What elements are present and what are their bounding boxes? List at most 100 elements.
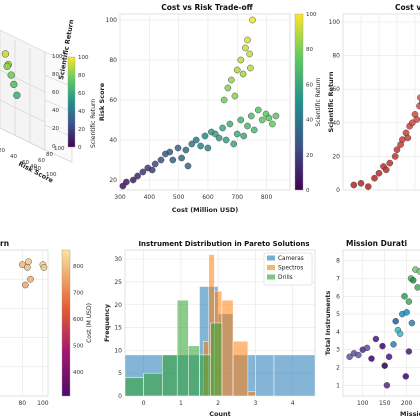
data-point bbox=[242, 44, 249, 52]
data-point bbox=[7, 71, 15, 79]
z-tick-label: 0 bbox=[52, 144, 56, 150]
data-point bbox=[368, 355, 375, 362]
colorbar-ticks: 0 20 40 60 80 100 bbox=[306, 12, 317, 194]
y-tick-label: 10 bbox=[114, 347, 122, 354]
data-point bbox=[408, 319, 416, 327]
y-tick-label: 60 bbox=[109, 97, 117, 104]
data-point bbox=[184, 162, 192, 170]
chart-title: Cost vs Risk Trade-off bbox=[161, 3, 253, 12]
data-point bbox=[269, 120, 276, 128]
colorbar-label: Cost (M USD) bbox=[86, 303, 93, 343]
data-point bbox=[249, 16, 256, 24]
data-point bbox=[201, 132, 209, 140]
data-point bbox=[375, 169, 383, 177]
legend-swatch-spectros bbox=[267, 265, 275, 270]
z-axis-ticks: 0 20 40 60 80 100 bbox=[52, 54, 63, 150]
x-tick-label: 4 bbox=[291, 400, 295, 407]
x-tick-label: 500 bbox=[173, 194, 185, 201]
plot-area bbox=[119, 13, 291, 191]
colorbar-tick-label: 600 bbox=[73, 317, 84, 323]
data-point bbox=[231, 92, 239, 100]
grid-lines bbox=[0, 250, 48, 396]
data-point bbox=[148, 166, 156, 174]
x-tick-label: 100 bbox=[357, 400, 369, 407]
y-axis-ticks: 0 5 10 15 20 25 30 bbox=[114, 256, 122, 400]
y-tick-label: 80 bbox=[332, 53, 340, 60]
histogram-bar-drills bbox=[162, 354, 178, 397]
y-tick-label: 100 bbox=[54, 146, 65, 152]
data-point bbox=[390, 341, 397, 348]
data-point bbox=[224, 84, 232, 92]
data-point bbox=[27, 275, 34, 283]
data-point bbox=[3, 62, 11, 71]
data-point bbox=[247, 64, 254, 72]
data-point bbox=[385, 353, 393, 361]
data-point bbox=[197, 142, 204, 150]
x-axis-label: Cost (Million USD) bbox=[172, 206, 239, 214]
data-point bbox=[204, 144, 212, 152]
colorbar-tick-label: 20 bbox=[78, 127, 85, 133]
z-tick-label: 80 bbox=[52, 72, 59, 78]
y-tick-label: 4 bbox=[336, 329, 340, 336]
data-point bbox=[157, 156, 165, 164]
histogram-bars bbox=[124, 254, 316, 397]
x-axis-label: Missio bbox=[400, 410, 420, 418]
chart-title-partial: Cost vs bbox=[395, 3, 420, 12]
colorbar-tick-label: 0 bbox=[78, 145, 82, 151]
panel-mission-duration: Mission Durati 100 150 200 1 2 3 4 5 6 7 8 Missio… bbox=[324, 239, 420, 418]
data-point bbox=[392, 317, 399, 325]
legend-label: Drills bbox=[278, 275, 293, 281]
data-point bbox=[357, 179, 365, 187]
data-point bbox=[24, 264, 31, 271]
colorbar-tick-label: 60 bbox=[306, 82, 313, 88]
colorbar-tick-label: 80 bbox=[306, 47, 313, 53]
y-tick-label: 8 bbox=[336, 258, 340, 265]
y-tick-label: 60 bbox=[332, 86, 340, 93]
colorbar-scientific-return bbox=[294, 13, 304, 191]
x-tick-label: 150 bbox=[379, 400, 391, 407]
colorbar-tick-label: 400 bbox=[73, 370, 84, 376]
data-point bbox=[391, 153, 399, 160]
y-tick-label: 30 bbox=[114, 256, 122, 263]
y-tick-label: 80 bbox=[109, 57, 117, 64]
data-point bbox=[405, 298, 413, 305]
histogram-bar-cameras bbox=[255, 354, 275, 397]
data-point bbox=[417, 94, 420, 101]
data-point bbox=[409, 277, 417, 284]
y-tick-label: 7 bbox=[336, 275, 340, 282]
data-point bbox=[13, 91, 21, 99]
y-tick-label: 100 bbox=[329, 19, 341, 26]
data-point bbox=[237, 56, 245, 64]
data-point bbox=[228, 76, 235, 84]
data-point bbox=[383, 382, 391, 389]
data-point bbox=[401, 293, 408, 300]
histogram-bar-spectros bbox=[247, 391, 256, 397]
data-point bbox=[220, 96, 228, 104]
data-point bbox=[386, 159, 394, 167]
x-tick-label: 3 bbox=[253, 400, 257, 407]
y-axis-label: Total Instruments bbox=[324, 291, 332, 356]
grid-lines bbox=[343, 14, 420, 191]
y-tick-label: 2 bbox=[336, 365, 340, 372]
y-tick-label: 100 bbox=[106, 17, 118, 24]
y-tick-label: 15 bbox=[114, 325, 122, 332]
scatter-points bbox=[18, 258, 48, 289]
z-tick-label: 60 bbox=[52, 90, 59, 96]
histogram-bar-cameras bbox=[273, 354, 316, 397]
histogram-bar-drills bbox=[176, 299, 189, 397]
data-point bbox=[188, 140, 196, 148]
data-point bbox=[123, 178, 130, 186]
y-axis-ticks: 20 40 60 80 100 bbox=[106, 17, 118, 184]
data-point bbox=[215, 134, 223, 142]
colorbar-tick-label: 40 bbox=[306, 118, 313, 124]
x-tick-label: 300 bbox=[114, 194, 126, 201]
3d-axes-frame bbox=[0, 29, 73, 163]
data-point bbox=[381, 362, 388, 369]
x-axis-ticks: 300 400 500 600 700 800 bbox=[114, 194, 272, 201]
panel-return-colored-by-cost: rn 80 100 400 500 600 700 800 Cost (M USD) bbox=[0, 239, 93, 407]
legend-swatch-drills bbox=[267, 274, 275, 280]
y-axis-label: Risk Score bbox=[98, 82, 106, 121]
scatter-points bbox=[346, 266, 420, 389]
